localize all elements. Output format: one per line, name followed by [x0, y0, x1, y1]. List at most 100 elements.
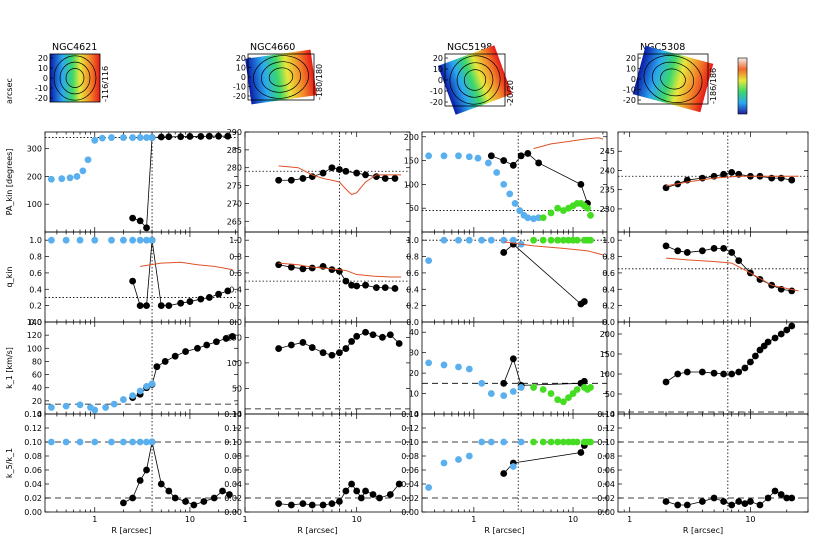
data-point: [683, 249, 691, 256]
data-point: [741, 500, 749, 507]
data-point: [157, 302, 165, 310]
y-tick-label: 0.06: [224, 466, 242, 475]
y-tick-label: 300: [27, 145, 42, 154]
data-point: [91, 438, 99, 446]
data-point: [440, 236, 448, 244]
galaxy-title: NGC4660: [250, 42, 295, 53]
data-point: [165, 487, 173, 495]
data-point: [465, 236, 473, 244]
map-tick-label: -10: [233, 83, 246, 92]
y-tick-label: 0.04: [224, 480, 242, 489]
chart-panel: 0.00 0.02 0.04 0.06 0.08 0.10 0.12 0.14 1 10: [597, 410, 809, 524]
series-line: [278, 483, 400, 506]
data-point: [777, 330, 785, 338]
data-point: [98, 134, 106, 142]
data-point: [308, 344, 316, 351]
data-point: [710, 244, 718, 252]
data-point: [580, 377, 588, 385]
y-tick-label: 275: [227, 182, 242, 191]
data-point: [487, 390, 495, 397]
data-point: [143, 134, 150, 141]
y-tick-label: 0.4: [406, 285, 419, 294]
data-point: [500, 392, 508, 399]
kinemetry-ellipse: [449, 55, 501, 105]
data-point: [764, 494, 772, 502]
data-point: [205, 294, 213, 301]
data-point: [500, 180, 508, 188]
data-point: [91, 236, 99, 244]
data-point: [353, 282, 361, 290]
kinemetry-ellipse: [59, 61, 91, 95]
series-line: [533, 137, 604, 150]
y-tick-label: 0.00: [401, 508, 419, 517]
chart-panel: 0.0 0.2 0.4 0.6 0.8 1.0: [602, 231, 809, 327]
kinemetry-ellipse: [65, 68, 85, 88]
y-tick-label: 150: [600, 350, 615, 359]
data-point: [747, 358, 754, 366]
data-point: [308, 173, 316, 181]
data-point: [143, 236, 150, 244]
data-point: [222, 335, 230, 342]
data-point: [120, 236, 127, 244]
data-point: [662, 498, 670, 505]
data-point: [62, 402, 70, 410]
data-point: [535, 159, 543, 167]
y-tick-label: 0: [37, 410, 42, 419]
data-point: [587, 236, 594, 244]
velocity-map: -20/20 20 10 0 -10 -20: [430, 45, 515, 115]
velocity-field: [50, 54, 100, 102]
data-point: [728, 249, 736, 256]
data-point: [530, 236, 537, 244]
data-point: [129, 134, 137, 141]
y-tick-label: 200: [27, 172, 42, 181]
chart-panel: 230 235 240 245: [600, 131, 809, 233]
y-tick-label: 0.14: [224, 410, 242, 419]
panel-frame: [44, 413, 239, 513]
data-point: [215, 290, 222, 298]
series-line: [503, 357, 585, 386]
chart-panel: 0.00 0.02 0.04 0.06 0.08 0.10 0.12 0.14 1 10: [224, 410, 411, 524]
data-point: [710, 369, 718, 377]
x-axis-label: R [arcsec]: [297, 526, 337, 535]
data-point: [319, 349, 327, 357]
y-tick-label: 0.02: [224, 494, 242, 503]
map-tick-label: -20: [233, 92, 246, 101]
data-point: [674, 501, 682, 509]
data-point: [287, 263, 295, 271]
y-tick-label: 0.04: [597, 480, 615, 489]
y-tick-label: 60: [32, 371, 42, 380]
y-tick-label: 100: [27, 344, 42, 353]
data-point: [342, 345, 350, 352]
y-tick-label: 0.06: [401, 466, 419, 475]
data-point: [336, 349, 343, 357]
data-point: [478, 379, 486, 387]
data-point: [395, 340, 403, 347]
data-point: [547, 438, 555, 446]
map-tick-label: 10: [38, 64, 48, 73]
data-point: [777, 491, 785, 498]
data-point: [157, 480, 165, 488]
data-point: [186, 298, 194, 305]
data-point: [47, 404, 55, 411]
kinemetry-ellipse: [660, 68, 686, 90]
y-tick-label: 0.02: [597, 494, 615, 503]
y-tick-label: 0.4: [602, 285, 615, 294]
data-point: [465, 452, 473, 460]
data-point: [547, 209, 555, 217]
y-tick-label: 80: [32, 357, 42, 366]
data-point: [524, 150, 532, 157]
data-point: [275, 500, 283, 507]
kinemetry-ellipse: [651, 61, 695, 97]
data-point: [76, 236, 84, 244]
data-point: [539, 438, 547, 446]
data-point: [560, 438, 567, 446]
data-point: [66, 174, 74, 182]
series-line: [140, 261, 233, 271]
data-point: [662, 184, 670, 192]
data-point: [487, 152, 495, 160]
panel-frame: [44, 321, 239, 415]
y-tick-label: 0.6: [602, 269, 615, 278]
data-point: [500, 438, 508, 446]
y-tick-label: 245: [600, 147, 615, 156]
data-point: [129, 438, 137, 446]
